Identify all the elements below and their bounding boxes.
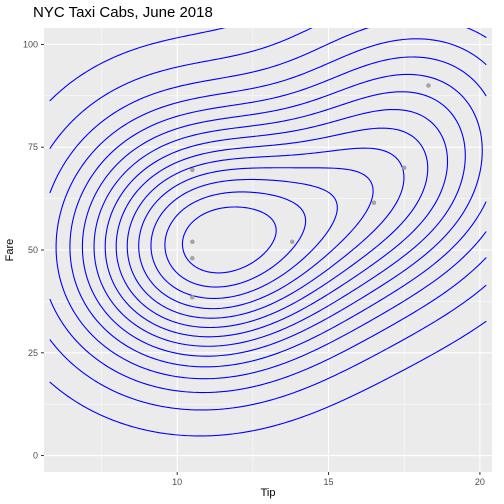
data-point — [402, 165, 407, 170]
data-point — [190, 256, 195, 261]
data-point — [190, 167, 195, 173]
major-gridlines — [44, 28, 492, 472]
data-point — [190, 239, 195, 244]
density-contour-line — [104, 108, 449, 338]
x-axis-ticks: 10 15 20 — [172, 472, 485, 487]
density-contour-line — [49, 28, 487, 437]
density-contour-line — [49, 28, 487, 411]
data-point — [426, 83, 431, 88]
x-tick-label: 10 — [172, 477, 182, 487]
y-tick-label: 75 — [28, 142, 38, 152]
density-contour-line — [81, 73, 483, 357]
y-tick-label: 50 — [28, 245, 38, 255]
density-contour-line — [93, 91, 466, 347]
x-axis-title: Tip — [261, 487, 276, 499]
y-axis-title: Fare — [4, 239, 16, 262]
density-contour-line — [49, 28, 487, 394]
data-points — [190, 83, 431, 300]
y-tick-label: 25 — [28, 348, 38, 358]
data-point — [371, 200, 377, 205]
y-axis-ticks: 0 25 50 75 100 — [23, 39, 44, 461]
density-contour-line — [164, 191, 307, 288]
y-tick-label: 0 — [33, 451, 38, 461]
x-tick-label: 15 — [324, 477, 334, 487]
data-point — [290, 239, 295, 244]
x-tick-label: 20 — [475, 477, 485, 487]
chart-title: NYC Taxi Cabs, June 2018 — [33, 4, 213, 21]
density-contour-line — [55, 38, 487, 380]
density-contour-line — [138, 167, 374, 310]
density-contour-line — [150, 178, 338, 299]
density-contour-line — [126, 147, 405, 319]
density-contour-line — [115, 127, 429, 329]
density-contour-line — [181, 206, 277, 274]
density-contour-line — [69, 56, 487, 368]
density-contours — [49, 28, 487, 437]
data-point — [190, 295, 195, 300]
y-tick-label: 100 — [23, 39, 38, 49]
